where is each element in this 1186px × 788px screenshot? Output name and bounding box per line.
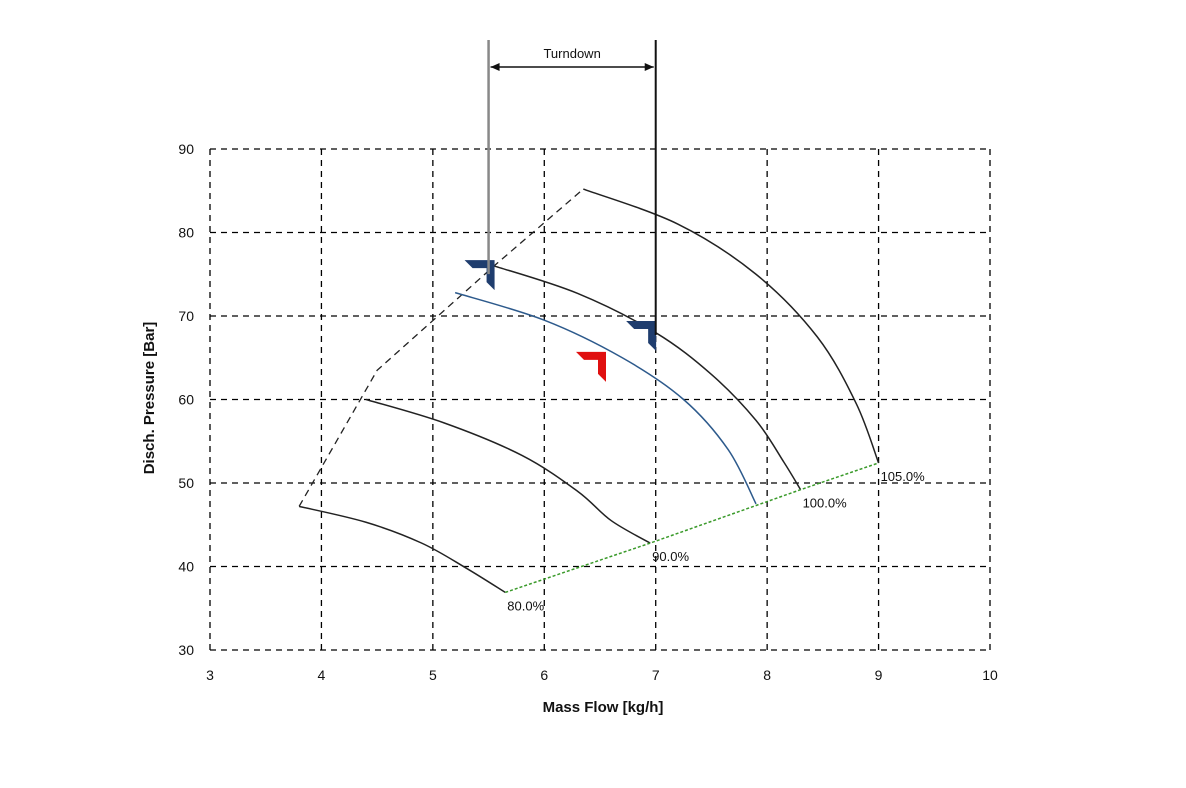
x-tick-label-10: 10 <box>982 667 998 683</box>
x-tick-label-8: 8 <box>763 667 771 683</box>
surge-line <box>298 188 584 507</box>
turndown-arrowhead-right <box>644 63 654 71</box>
turndown-arrowhead-left <box>490 63 500 71</box>
operating-point-marker-1 <box>464 260 495 291</box>
speed-line-800-label: 80.0% <box>507 598 544 613</box>
turndown-annotation: Turndown <box>487 40 657 336</box>
speed-lines <box>298 188 880 594</box>
speed-line-900 <box>365 398 651 544</box>
operating-line <box>454 291 757 505</box>
operating-point-marker-3 <box>576 351 606 382</box>
y-axis-label: Disch. Pressure [Bar] <box>141 322 158 475</box>
x-axis-label: Mass Flow [kg/h] <box>543 699 664 716</box>
speed-line-1050-label: 105.0% <box>881 469 926 484</box>
speed-line-900-label: 90.0% <box>652 549 689 564</box>
speed-line-1000 <box>493 265 802 491</box>
y-tick-label-30: 30 <box>178 642 194 658</box>
x-tick-label-6: 6 <box>540 667 548 683</box>
operating-point-marker-2 <box>626 321 657 352</box>
y-tick-label-90: 90 <box>178 141 194 157</box>
x-tick-label-3: 3 <box>206 667 214 683</box>
y-tick-label-40: 40 <box>178 559 194 575</box>
operating-point-markers <box>464 260 657 382</box>
stonewall-line <box>505 462 879 594</box>
surge-line-group <box>298 188 584 507</box>
speed-line-1050 <box>583 188 880 464</box>
x-tick-label-7: 7 <box>652 667 660 683</box>
speed-line-labels: 80.0% 90.0% 100.0% 105.0% <box>507 469 925 613</box>
tick-labels: 3 4 5 6 7 8 9 10 30 40 50 60 70 80 90 <box>178 141 998 683</box>
x-tick-label-5: 5 <box>429 667 437 683</box>
y-tick-label-70: 70 <box>178 308 194 324</box>
stonewall-line-group <box>505 462 879 594</box>
grid <box>209 148 991 651</box>
y-tick-label-50: 50 <box>178 475 194 491</box>
x-tick-label-9: 9 <box>875 667 883 683</box>
speed-line-1000-label: 100.0% <box>803 496 848 511</box>
y-tick-label-60: 60 <box>178 392 194 408</box>
y-tick-label-80: 80 <box>178 225 194 241</box>
x-tick-label-4: 4 <box>318 667 326 683</box>
speed-line-800 <box>298 505 506 594</box>
turndown-label: Turndown <box>543 46 600 61</box>
